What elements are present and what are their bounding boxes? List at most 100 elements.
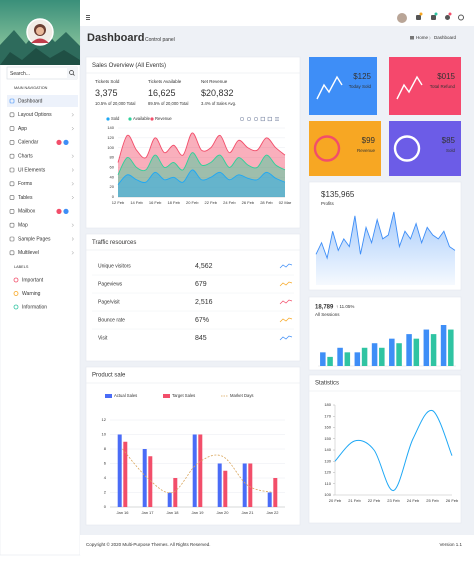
user-avatar[interactable] — [397, 13, 407, 23]
home-icon — [410, 36, 414, 40]
nav-icon — [9, 209, 15, 214]
y-tick-label: 10 — [102, 432, 107, 437]
card-title: Product sale — [92, 373, 126, 379]
x-tick-label: Jan 22 — [266, 510, 279, 515]
traffic-label: Visit — [98, 335, 108, 341]
kpi-label: Net Revenue — [201, 79, 228, 84]
version: Version 1.1 — [439, 542, 462, 547]
traffic-label: Unique visitors — [98, 263, 131, 269]
chevron — [71, 154, 74, 158]
nav-item[interactable]: Calendar — [18, 140, 39, 146]
y-tick-label: 6 — [104, 461, 107, 466]
area-line — [117, 169, 286, 185]
breadcrumb-current: Dashboard — [434, 35, 457, 40]
icon-bell[interactable] — [445, 15, 450, 20]
stat-ring — [313, 135, 341, 162]
bar — [267, 492, 272, 507]
traffic-sparkline — [279, 317, 293, 323]
chevron — [71, 113, 74, 117]
traffic-value: 679 — [195, 281, 207, 288]
sessions-label: All Sessions — [315, 312, 340, 317]
icon-dot — [448, 12, 452, 16]
x-tick-label: 14 Feb — [130, 200, 143, 205]
chevron — [71, 195, 74, 200]
bar — [217, 463, 222, 507]
legend-swatch — [105, 394, 112, 398]
bar — [371, 343, 378, 366]
nav-item[interactable]: Map — [18, 223, 28, 229]
icon-mail[interactable] — [431, 15, 436, 20]
bar — [192, 434, 197, 507]
nav-icon — [9, 98, 15, 104]
x-tick-label: 28 Feb — [260, 200, 273, 205]
nav-item[interactable]: App — [18, 126, 27, 132]
traffic-value: 4,562 — [195, 263, 213, 270]
menu-toggle[interactable] — [86, 15, 90, 20]
chart-toolbar[interactable] — [239, 116, 279, 122]
label-dot — [13, 291, 19, 296]
bar — [406, 334, 412, 366]
bar — [320, 352, 326, 366]
nav-item[interactable]: Charts — [18, 154, 33, 160]
traffic-label: Page/visit — [98, 299, 120, 305]
nav-icon — [9, 181, 15, 187]
stat-sparkline — [316, 75, 343, 100]
nav-item[interactable]: UI Elements — [18, 167, 46, 173]
x-tick-label: 22 Feb — [205, 200, 218, 205]
legend-label: Available — [133, 116, 151, 121]
footer — [80, 535, 474, 555]
y-tick-label: 120 — [324, 470, 331, 475]
nav-item[interactable]: Tables — [18, 195, 33, 201]
stat-label: Today Sold — [349, 84, 372, 89]
kpi-label: Tickets Available — [148, 79, 182, 84]
legend-swatch — [163, 394, 170, 398]
bar — [327, 356, 333, 366]
bar — [361, 347, 368, 366]
label-dot — [13, 304, 19, 310]
chevron — [71, 237, 74, 241]
icon-settings[interactable] — [458, 14, 464, 21]
label-dot — [13, 277, 19, 283]
kpi-note: 89.5% of 20,000 Total — [148, 101, 189, 106]
x-tick-label: 20 Feb — [186, 200, 199, 205]
nav-item[interactable]: Layout Options — [18, 112, 52, 118]
x-tick-label: 02 Mar — [279, 200, 292, 205]
traffic-value: 67% — [195, 317, 209, 324]
nav-item[interactable]: Mailbox — [18, 209, 36, 215]
x-tick-label: 18 Feb — [167, 200, 180, 205]
bar — [337, 347, 343, 366]
nav-item[interactable]: Multilevel — [18, 250, 39, 256]
search-button[interactable] — [67, 67, 77, 79]
nav-item[interactable]: Dashboard — [18, 98, 43, 104]
y-tick-label: 0 — [112, 194, 115, 199]
stat-label: Total Refund — [430, 84, 456, 89]
label-item[interactable]: Warning — [22, 291, 41, 297]
area-line — [315, 211, 456, 260]
y-tick-label: 2 — [104, 490, 107, 495]
nav-heading: MAIN NAVIGATION — [14, 86, 48, 90]
x-tick-label: 24 Feb — [223, 200, 236, 205]
nav-item[interactable]: Forms — [18, 181, 33, 187]
nav-item[interactable]: Sample Pages — [18, 236, 51, 242]
search-placeholder: Search... — [10, 71, 30, 77]
kpi-value: 16,625 — [148, 88, 176, 98]
x-tick-label: 26 Feb — [242, 200, 255, 205]
bar — [379, 347, 385, 366]
legend-label: Target Sales — [172, 393, 195, 398]
chevron — [71, 251, 74, 255]
icon-grid[interactable] — [416, 15, 421, 20]
label-item[interactable]: Important — [22, 277, 44, 283]
breadcrumb-link[interactable]: Home — [416, 35, 429, 40]
stat-label: Sold — [446, 148, 456, 153]
icon-dot — [434, 12, 438, 16]
profits-value: $135,965 — [321, 190, 355, 199]
mountains-front — [0, 48, 80, 65]
x-tick-label: Jan 18 — [166, 510, 179, 515]
stat-sparkline — [396, 75, 423, 100]
sidebar — [0, 0, 81, 556]
traffic-sparkline — [279, 299, 293, 305]
bar — [344, 352, 351, 366]
label-item[interactable]: Information — [22, 304, 47, 310]
